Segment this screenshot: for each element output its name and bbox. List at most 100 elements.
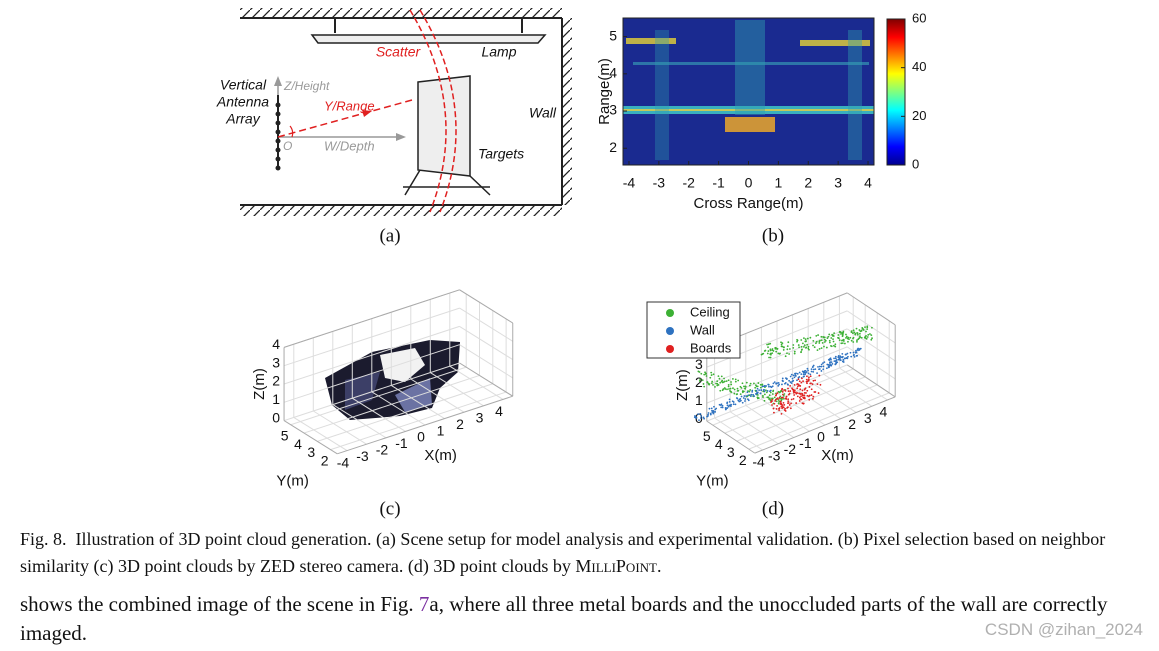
point xyxy=(765,391,768,394)
caption-label: Fig. 8. xyxy=(20,529,67,549)
point xyxy=(783,382,786,385)
point xyxy=(801,394,804,397)
x-tick-label: -1 xyxy=(395,435,408,451)
point xyxy=(708,383,711,385)
point xyxy=(822,365,825,368)
point xyxy=(842,331,845,334)
point xyxy=(845,335,848,338)
x-tick-label: 0 xyxy=(417,429,425,445)
y-tick-label: 3 xyxy=(307,444,315,460)
grid-line xyxy=(293,416,348,452)
y-axis-label: Y(m) xyxy=(696,472,729,489)
point xyxy=(777,384,780,387)
point xyxy=(781,379,784,382)
point xyxy=(720,380,723,383)
point xyxy=(866,336,869,338)
point xyxy=(806,375,808,378)
y-tick-label: 3 xyxy=(727,444,735,460)
point xyxy=(782,394,785,397)
label: Array xyxy=(225,111,260,127)
point xyxy=(710,371,713,374)
point xyxy=(801,342,804,345)
point xyxy=(795,392,798,395)
point xyxy=(799,388,802,391)
y-tick-label: 4 xyxy=(294,436,302,452)
heat-band xyxy=(626,38,676,44)
point xyxy=(746,398,749,401)
point xyxy=(858,332,861,335)
point xyxy=(796,372,799,375)
panel-caption: (b) xyxy=(762,225,784,246)
point xyxy=(768,356,770,359)
point xyxy=(820,363,823,366)
point xyxy=(867,333,870,336)
point xyxy=(732,403,735,406)
point xyxy=(837,337,840,339)
point xyxy=(806,367,809,370)
point xyxy=(780,343,783,346)
point xyxy=(795,402,798,404)
point xyxy=(841,352,844,355)
legend-label: Wall xyxy=(690,322,715,337)
stand-leg xyxy=(469,175,491,196)
point xyxy=(776,382,778,384)
point xyxy=(763,384,766,387)
grid-line xyxy=(313,410,367,445)
grid-line xyxy=(714,417,763,451)
label: Z/Height xyxy=(283,79,330,93)
x-axis-label: X(m) xyxy=(424,447,457,464)
point xyxy=(761,353,764,356)
point xyxy=(713,405,715,408)
point xyxy=(782,406,784,408)
point xyxy=(714,386,716,388)
point xyxy=(823,341,826,343)
point xyxy=(763,399,766,402)
point xyxy=(791,377,794,380)
point xyxy=(783,393,786,395)
point xyxy=(801,370,804,373)
point xyxy=(787,390,790,393)
point xyxy=(858,348,861,351)
axis-edge xyxy=(283,289,460,348)
point xyxy=(707,415,709,417)
label: Scatter xyxy=(376,44,422,60)
x-tick-label: 2 xyxy=(456,416,464,432)
point xyxy=(792,391,795,394)
point xyxy=(839,359,842,362)
x-tick-label: -3 xyxy=(768,447,781,463)
point xyxy=(730,383,733,386)
grid-line xyxy=(430,372,484,407)
point xyxy=(729,387,732,390)
scatter-arc xyxy=(409,9,447,213)
figure-ref[interactable]: 7 xyxy=(418,592,430,616)
point xyxy=(733,388,736,391)
y-axis-label: Y(m) xyxy=(276,473,309,490)
point xyxy=(735,397,738,399)
point xyxy=(772,390,774,393)
point xyxy=(866,328,869,330)
point xyxy=(792,379,795,382)
point xyxy=(783,346,785,349)
point xyxy=(777,381,780,384)
x-tick-label: 0 xyxy=(745,175,753,191)
point xyxy=(751,389,754,392)
point xyxy=(739,393,742,396)
point xyxy=(852,337,854,340)
z-tick-label: 1 xyxy=(272,391,280,407)
point xyxy=(780,405,783,408)
point xyxy=(790,382,793,384)
point xyxy=(814,391,817,393)
point xyxy=(731,400,734,403)
point xyxy=(860,336,863,339)
angle-mark xyxy=(289,125,294,138)
point xyxy=(782,397,785,400)
point xyxy=(736,387,739,390)
point xyxy=(775,400,778,403)
arrow-head xyxy=(396,133,406,141)
point xyxy=(808,348,810,351)
point xyxy=(854,351,857,354)
point xyxy=(786,407,789,409)
point xyxy=(809,375,812,378)
point xyxy=(823,361,826,364)
